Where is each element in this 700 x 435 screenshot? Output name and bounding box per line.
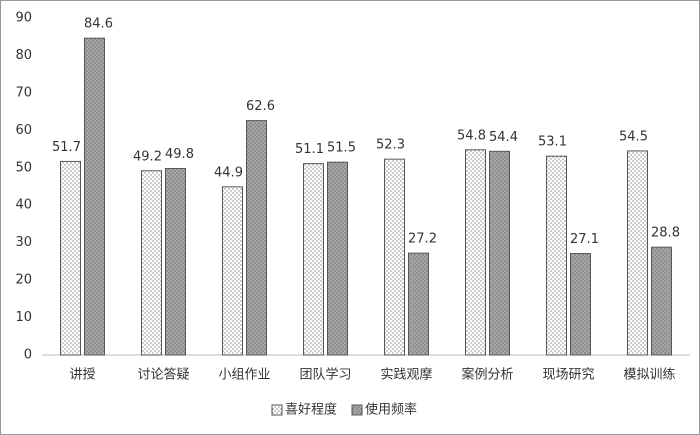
bar — [222, 186, 243, 356]
bar — [384, 158, 405, 356]
y-tick-label: 70 — [15, 85, 32, 100]
data-label: 44.9 — [214, 165, 243, 180]
bar — [627, 150, 648, 356]
x-tick-label: 模拟训练 — [623, 368, 675, 383]
bar — [327, 161, 348, 356]
bar — [60, 160, 81, 356]
bar — [570, 253, 591, 356]
data-label: 51.7 — [52, 140, 81, 155]
bar — [165, 168, 186, 356]
data-label: 54.4 — [489, 130, 518, 145]
legend-label: 喜好程度 — [285, 402, 337, 418]
data-label: 62.6 — [246, 99, 275, 114]
bar — [408, 252, 429, 356]
legend-label: 使用频率 — [365, 402, 417, 418]
bar — [141, 170, 162, 356]
data-label: 54.8 — [457, 128, 486, 143]
data-label: 28.8 — [651, 226, 680, 241]
x-tick-label: 讲授 — [69, 368, 95, 383]
legend-swatch — [271, 404, 283, 416]
data-label: 51.1 — [295, 142, 324, 157]
data-label: 51.5 — [327, 141, 356, 156]
data-label: 52.3 — [376, 138, 405, 153]
x-tick-label: 小组作业 — [218, 368, 270, 383]
y-tick-label: 80 — [15, 48, 32, 63]
bar — [546, 155, 567, 356]
data-label: 53.1 — [538, 135, 567, 150]
x-tick-label: 讨论答疑 — [137, 367, 189, 383]
y-tick-label: 40 — [15, 198, 32, 213]
y-tick-label: 90 — [15, 11, 32, 26]
data-label: 49.2 — [133, 149, 162, 164]
bar — [489, 150, 510, 356]
y-tick-label: 60 — [15, 123, 32, 138]
y-tick-label: 10 — [15, 310, 32, 325]
x-tick-label: 案例分析 — [461, 368, 513, 383]
legend-swatch — [351, 404, 363, 416]
bar — [651, 246, 672, 356]
y-tick-label: 20 — [15, 273, 32, 288]
bar — [246, 120, 267, 356]
data-label: 54.5 — [619, 129, 648, 144]
data-label: 27.2 — [408, 232, 437, 247]
bar — [84, 37, 105, 356]
data-label: 49.8 — [165, 147, 194, 162]
x-tick-label: 团队学习 — [299, 367, 351, 383]
y-tick-label: 50 — [15, 160, 32, 175]
x-tick-label: 实践观摩 — [380, 367, 432, 383]
bar — [465, 149, 486, 356]
x-tick-label: 现场研究 — [542, 368, 594, 383]
y-tick-label: 30 — [15, 235, 32, 250]
bar — [303, 163, 324, 356]
data-label: 84.6 — [84, 17, 113, 32]
data-label: 27.1 — [570, 232, 599, 247]
y-tick-label: 0 — [24, 348, 32, 363]
